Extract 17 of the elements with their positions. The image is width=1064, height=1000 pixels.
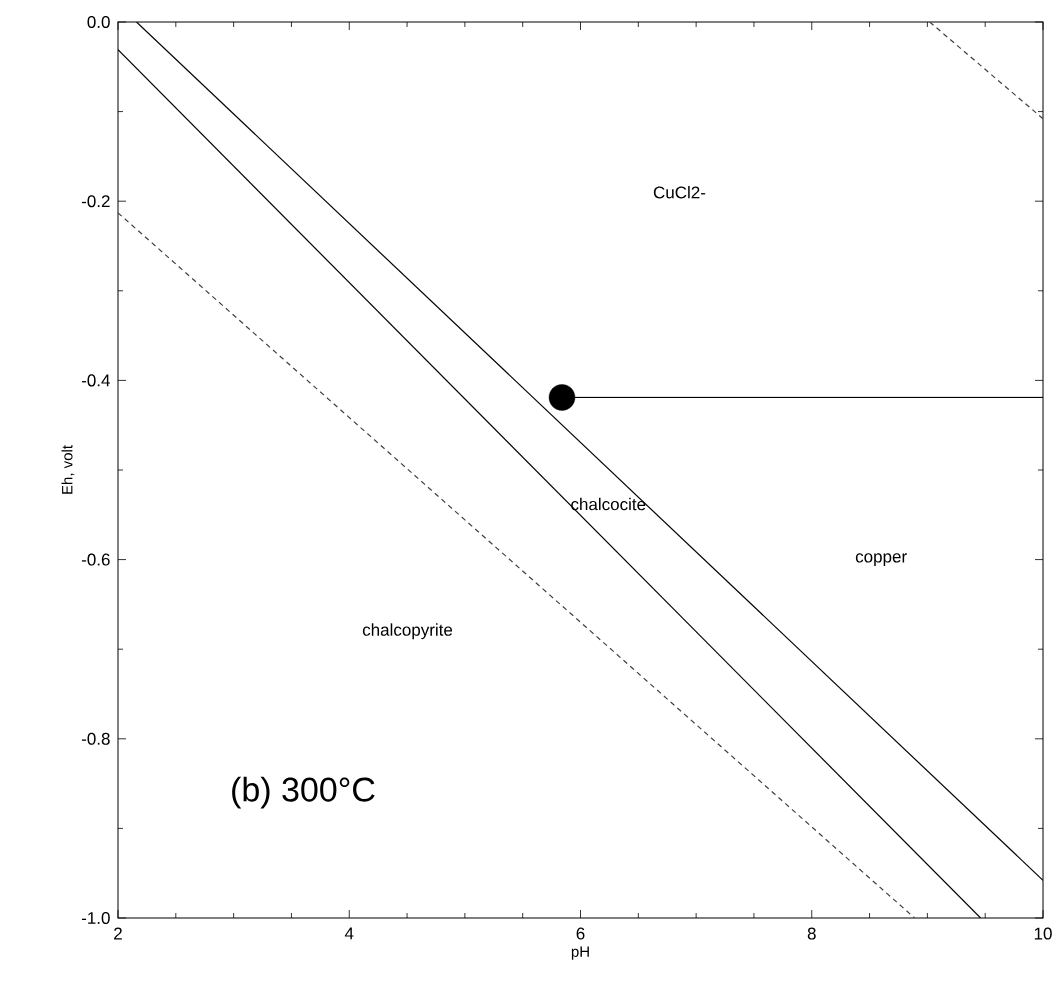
y-tick-label: -0.8	[81, 732, 110, 745]
x-tick-label: 10	[1034, 927, 1052, 940]
y-axis-title: Eh, volt	[61, 445, 75, 494]
x-tick-label: 8	[807, 927, 816, 940]
x-tick-label: 6	[576, 927, 585, 940]
x-axis-title: pH	[571, 946, 589, 960]
annotation: (b) 300°C	[232, 776, 375, 809]
annotation: copper	[855, 553, 907, 566]
y-tick-label: -0.4	[81, 374, 110, 387]
annotation: CuCl2-	[653, 186, 706, 199]
x-tick-label: 4	[344, 927, 354, 940]
y-tick-label: 0.0	[87, 15, 110, 29]
y-tick-label: -1.0	[81, 911, 110, 925]
x-tick-label: 2	[114, 927, 122, 940]
annotation: chalcopyrite	[362, 623, 453, 640]
y-tick-label: -0.2	[81, 195, 110, 208]
y-tick-label: -0.6	[81, 553, 110, 566]
